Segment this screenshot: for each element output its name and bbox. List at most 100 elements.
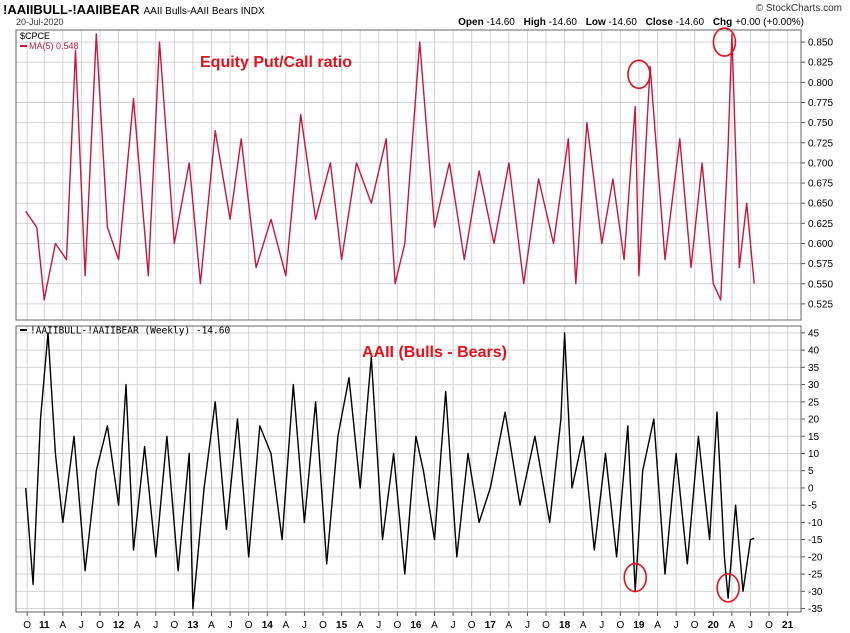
aaii-ytick-label-3: 30 xyxy=(808,380,820,391)
x-tick-label-28: O xyxy=(542,620,550,631)
putcall-ytick-label-0: 0.850 xyxy=(808,38,833,49)
aaii-ytick-label-1: 40 xyxy=(808,346,820,357)
aaii-ytick-label-0: 45 xyxy=(808,328,820,339)
aaii-legend-label: !AAIIBULL-!AAIIBEAR (Weekly) -14.60 xyxy=(30,326,230,337)
x-tick-label-20: O xyxy=(393,620,401,631)
putcall-ytick-label-6: 0.700 xyxy=(808,158,833,169)
x-tick-label-29: 18 xyxy=(559,620,571,631)
symbol-text: !AAIIBULL-!AAIIBEAR xyxy=(3,2,140,17)
x-tick-label-24: O xyxy=(468,620,476,631)
x-tick-label-1: 11 xyxy=(39,620,50,631)
putcall-ytick-label-5: 0.725 xyxy=(808,138,833,149)
chart-date: 20-Jul-2020 xyxy=(16,17,64,27)
brand-label: © StockCharts.com xyxy=(755,3,842,14)
putcall-legend-symbol: $CPCE xyxy=(20,31,50,41)
x-tick-label-13: 14 xyxy=(262,620,274,631)
open-value: -14.60 xyxy=(486,17,515,28)
x-tick-label-19: J xyxy=(376,620,381,631)
x-tick-label-11: J xyxy=(228,620,233,631)
x-tick-label-22: A xyxy=(431,620,438,631)
x-tick-label-36: O xyxy=(691,620,699,631)
close-value: -14.60 xyxy=(675,17,705,28)
aaii-annotation-circle-0 xyxy=(623,562,648,593)
x-tick-label-21: 16 xyxy=(410,620,422,631)
x-tick-label-16: O xyxy=(319,620,327,631)
aaii-ytick-label-13: -20 xyxy=(808,552,823,563)
aaii-chart-title: AAII (Bulls - Bears) xyxy=(362,344,507,361)
chg-value: +0.00 (+0.00%) xyxy=(735,17,804,28)
putcall-ytick-label-13: 0.525 xyxy=(808,299,833,310)
putcall-ytick-label-12: 0.550 xyxy=(808,279,833,290)
aaii-series-line xyxy=(25,332,755,610)
x-tick-label-26: A xyxy=(506,620,513,631)
x-tick-label-14: A xyxy=(283,620,290,631)
quote-readout: Open -14.60 High -14.60 Low -14.60 Close… xyxy=(458,17,804,28)
x-tick-label-0: O xyxy=(23,620,31,631)
aaii-ytick-label-9: 0 xyxy=(808,483,814,494)
x-tick-label-18: A xyxy=(357,620,364,631)
putcall-ytick-label-10: 0.600 xyxy=(808,239,833,250)
putcall-panel-frame xyxy=(15,29,802,321)
close-label: Close xyxy=(645,17,673,28)
aaii-ytick-label-15: -30 xyxy=(808,587,823,598)
x-tick-label-6: A xyxy=(134,620,141,631)
x-tick-label-5: 12 xyxy=(113,620,125,631)
aaii-ytick-label-11: -10 xyxy=(808,518,823,529)
x-tick-label-27: J xyxy=(525,620,530,631)
x-tick-label-38: A xyxy=(729,620,736,631)
putcall-ytick-label-11: 0.575 xyxy=(808,259,833,270)
symbol-name: AAII Bulls-AAII Bears INDX xyxy=(143,6,265,17)
x-tick-label-23: J xyxy=(451,620,456,631)
x-tick-label-7: J xyxy=(153,620,158,631)
x-tick-label-32: O xyxy=(616,620,624,631)
aaii-annotation-circle-1 xyxy=(716,573,740,603)
open-label: Open xyxy=(458,17,484,28)
putcall-ytick-label-7: 0.675 xyxy=(808,179,833,190)
aaii-ytick-label-12: -15 xyxy=(808,535,823,546)
aaii-ytick-label-16: -35 xyxy=(808,604,823,615)
exchange-label: INDX xyxy=(240,6,265,17)
x-tick-label-37: 20 xyxy=(708,620,720,631)
x-tick-label-12: O xyxy=(245,620,253,631)
putcall-legend-ma: MA(5) 0.548 xyxy=(29,41,79,51)
aaii-panel-frame xyxy=(15,325,802,613)
x-tick-label-17: 15 xyxy=(336,620,348,631)
x-tick-label-35: J xyxy=(674,620,679,631)
x-tick-label-40: O xyxy=(765,620,773,631)
putcall-ytick-label-4: 0.750 xyxy=(808,118,833,129)
aaii-ytick-label-5: 20 xyxy=(808,415,820,426)
putcall-annotation-circle-1 xyxy=(712,27,737,57)
low-label: Low xyxy=(585,17,606,28)
putcall-ytick-label-2: 0.800 xyxy=(808,78,833,89)
aaii-ytick-label-10: -5 xyxy=(808,501,817,512)
x-tick-label-4: O xyxy=(96,620,104,631)
chg-label: Chg xyxy=(712,17,733,28)
aaii-ytick-label-4: 25 xyxy=(808,397,820,408)
putcall-ytick-label-1: 0.825 xyxy=(808,58,833,69)
x-tick-label-31: J xyxy=(599,620,604,631)
putcall-annotation-circle-0 xyxy=(627,59,651,90)
x-tick-label-9: 13 xyxy=(187,620,199,631)
aaii-ytick-label-8: 5 xyxy=(808,466,814,477)
putcall-ytick-label-3: 0.775 xyxy=(808,98,833,109)
x-tick-label-3: J xyxy=(79,620,84,631)
x-tick-label-2: A xyxy=(59,620,66,631)
aaii-ytick-label-2: 35 xyxy=(808,363,820,374)
putcall-ytick-label-9: 0.625 xyxy=(808,219,833,230)
putcall-chart-title: Equity Put/Call ratio xyxy=(200,54,352,71)
aaii-ytick-label-14: -25 xyxy=(808,570,823,581)
x-tick-label-15: J xyxy=(302,620,307,631)
x-tick-label-34: A xyxy=(654,620,661,631)
x-tick-label-39: J xyxy=(748,620,753,631)
x-tick-label-41: 21 xyxy=(782,620,794,631)
low-value: -14.60 xyxy=(608,17,637,28)
putcall-ytick-label-8: 0.650 xyxy=(808,199,833,210)
x-tick-label-8: O xyxy=(170,620,178,631)
chart-symbol: !AAIIBULL-!AAIIBEAR AAII Bulls-AAII Bears… xyxy=(3,2,265,17)
aaii-ytick-label-7: 10 xyxy=(808,449,820,460)
x-tick-label-25: 17 xyxy=(485,620,497,631)
high-label: High xyxy=(523,17,546,28)
x-tick-label-10: A xyxy=(208,620,215,631)
x-tick-label-30: A xyxy=(580,620,587,631)
